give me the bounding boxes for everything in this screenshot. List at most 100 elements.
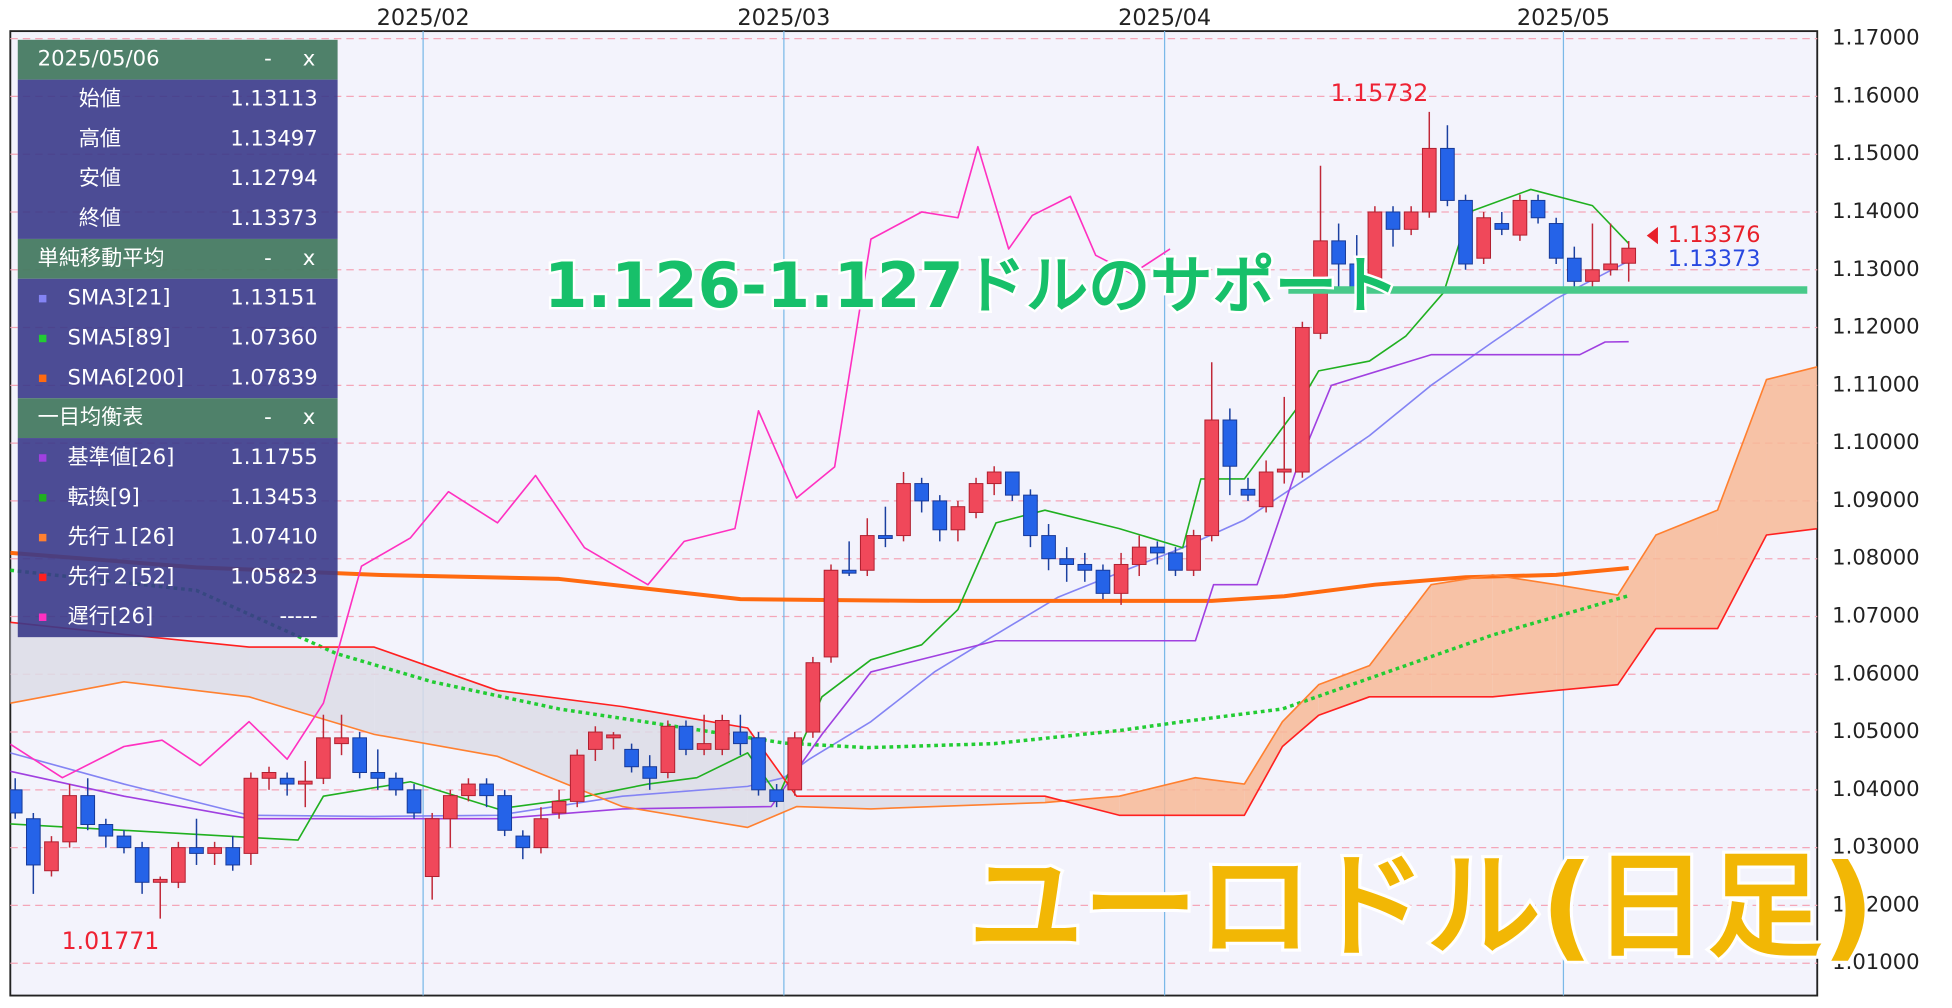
panel-value: 1.13113 <box>230 86 317 111</box>
candle-body <box>1204 419 1220 537</box>
candle-body <box>98 824 114 837</box>
candle-body <box>1476 217 1492 259</box>
candle-body <box>968 483 984 513</box>
candle-body <box>297 780 313 785</box>
panel-header-title: 2025/05/06 <box>38 46 160 71</box>
plot <box>10 111 1818 919</box>
panel-body <box>17 79 338 239</box>
candle-body <box>515 835 531 849</box>
candle-body <box>134 847 150 883</box>
candle-body <box>1041 535 1056 560</box>
candle-body <box>1276 468 1292 473</box>
cloud <box>497 690 623 807</box>
candle-body <box>733 731 748 745</box>
legend-swatch <box>38 334 47 343</box>
candle-body <box>714 719 730 750</box>
candle-body <box>10 789 23 814</box>
cloud <box>1119 777 1196 816</box>
candle-body <box>1186 535 1201 571</box>
panel-value: 1.05823 <box>230 563 317 588</box>
overlay: 1.01000 1.02000 1.03000 1.04000 1.05000 1.060… <box>62 5 1920 976</box>
y-tick-label: 1.06000 <box>1832 660 1919 685</box>
candle-body <box>225 847 241 866</box>
indicator-line <box>10 568 1630 750</box>
candle-body <box>424 818 440 878</box>
candle-body <box>1585 269 1600 282</box>
y-tick-label: 1.04000 <box>1832 776 1919 801</box>
panel-minimize[interactable]: - <box>264 245 272 270</box>
candle-body <box>787 737 803 791</box>
candle-body <box>497 795 513 831</box>
cloud <box>1556 584 1618 691</box>
candle-body <box>1440 147 1455 201</box>
candle-body <box>1566 257 1582 282</box>
y-tick-label: 1.15000 <box>1832 140 1919 165</box>
candle-body <box>1004 471 1020 496</box>
candle-body <box>1023 494 1038 537</box>
legend-label: 遅行[26] <box>68 603 154 628</box>
candle-body <box>243 777 259 854</box>
panel-value: 1.07839 <box>230 364 317 389</box>
candle-body <box>751 737 766 791</box>
candle-body <box>841 569 857 574</box>
y-tick-label: 1.07000 <box>1832 602 1919 627</box>
candle-body <box>642 766 658 779</box>
cloud <box>1318 665 1370 716</box>
candle-body <box>1077 563 1093 571</box>
candle-body <box>189 847 204 854</box>
candle-body <box>1095 569 1111 594</box>
candle-body <box>80 795 96 826</box>
last-price-label: 1.13376 <box>1668 222 1761 248</box>
cloud <box>796 796 871 809</box>
indicator-line <box>10 188 1630 841</box>
legend-swatch <box>38 294 47 303</box>
candle-body <box>950 506 966 531</box>
panel-value: 1.13151 <box>230 285 317 310</box>
y-tick-label: 1.14000 <box>1832 198 1919 223</box>
panel-minimize[interactable]: - <box>264 46 272 71</box>
panel-close[interactable]: x <box>303 46 316 71</box>
panel-value: 1.07360 <box>230 324 317 349</box>
y-tick-label: 1.01000 <box>1832 949 1919 974</box>
y-tick-label: 1.09000 <box>1832 487 1919 512</box>
candle-body <box>1385 211 1401 230</box>
candle-body <box>406 789 422 814</box>
cloud <box>1195 777 1245 816</box>
candle-body <box>678 725 694 750</box>
candle-body <box>606 734 621 739</box>
panel-header <box>17 398 338 439</box>
y-tick-label: 1.13000 <box>1832 256 1919 281</box>
candle-body <box>823 569 839 658</box>
candle-body <box>1113 563 1129 594</box>
candle-body <box>1548 223 1564 259</box>
panel-label: 始値 <box>79 86 121 111</box>
candle-body <box>696 743 712 750</box>
candle-body <box>1458 199 1473 265</box>
legend-label: SMA3[21] <box>68 285 171 310</box>
panel-close[interactable]: x <box>303 245 316 270</box>
x-tick-label: 2025/03 <box>737 5 830 31</box>
candle-body <box>896 483 911 537</box>
cloud <box>1282 684 1319 747</box>
candle-body <box>769 789 784 802</box>
candle-body <box>1331 240 1346 265</box>
candle-body <box>1168 552 1183 571</box>
legend-label: 基準値[26] <box>68 444 175 469</box>
panel-minimize[interactable]: - <box>264 404 272 429</box>
candle-body <box>859 535 875 571</box>
legend-swatch <box>38 494 47 502</box>
candle-body <box>1421 147 1437 213</box>
candle-body <box>171 847 186 883</box>
legend-swatch <box>38 613 47 621</box>
candle-body <box>551 800 567 814</box>
candle-body <box>914 483 930 502</box>
candle-body <box>261 772 277 779</box>
panel-value: 1.13453 <box>230 484 317 509</box>
candle-body <box>569 754 585 802</box>
panel-close[interactable]: x <box>303 404 316 429</box>
indicator-line <box>10 550 1629 603</box>
cloud <box>870 796 1045 809</box>
cloud <box>1766 366 1818 536</box>
cloud <box>10 622 124 704</box>
candle-body <box>1131 546 1147 565</box>
